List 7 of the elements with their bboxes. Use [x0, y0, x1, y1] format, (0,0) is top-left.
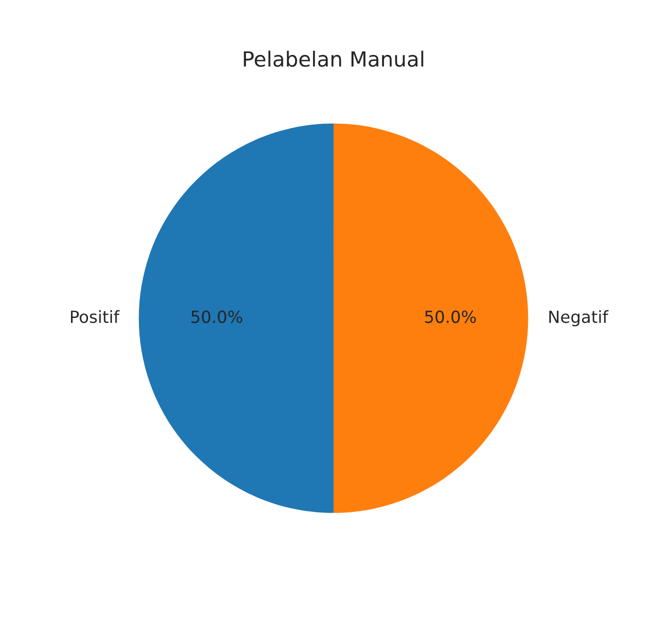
- pie-slice: [334, 124, 528, 513]
- pie-slice: [138, 124, 334, 513]
- slice-label: Positif: [70, 310, 120, 324]
- data-label: 50.0%: [425, 310, 476, 324]
- chart-title: Pelabelan Manual: [244, 50, 424, 67]
- data-label: 50.0%: [192, 310, 242, 324]
- slice-label: Negatif: [549, 310, 609, 326]
